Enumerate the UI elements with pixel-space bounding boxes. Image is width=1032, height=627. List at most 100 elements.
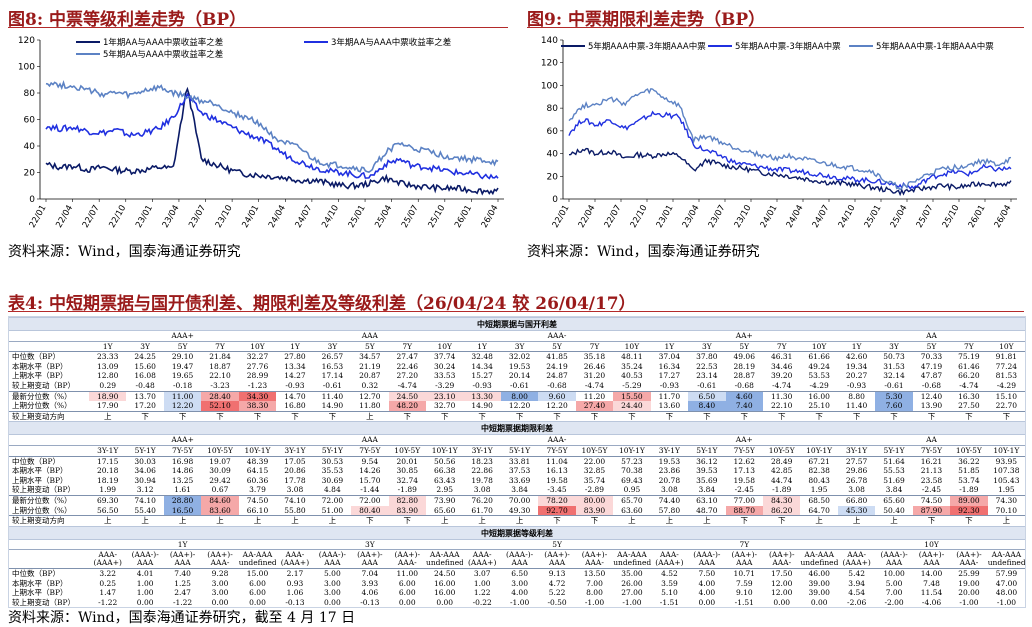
table-cell: 19.53 [658, 456, 681, 466]
table-cell: 7.00 [885, 588, 903, 598]
table-cell: 2.17 [286, 569, 304, 579]
table-cell: 7.48 [923, 578, 940, 588]
column-header: (AAA-)- AAA [126, 549, 164, 570]
table-cell: 13.34 [284, 361, 306, 371]
table-cell: -3.29 [425, 380, 464, 392]
corner-cell [9, 445, 89, 457]
x-tick-label: 25/01 [347, 204, 368, 230]
table-cell: 上 [815, 516, 823, 526]
column-header: AA-AAA undefined [238, 549, 277, 570]
table-cell: 下 [366, 516, 374, 526]
table-cell: 18.87 [209, 361, 231, 371]
table-cell: -2.89 [575, 485, 614, 496]
group-header: AAA- [463, 435, 651, 446]
y-tick-label: 20 [24, 169, 36, 179]
table-cell: 下 [927, 411, 936, 421]
table-cell: 33.69 [508, 475, 531, 485]
table-cell: 37.80 [696, 352, 718, 362]
table-cell: 82.38 [808, 466, 830, 476]
table-cell: 2.47 [174, 588, 191, 598]
x-tick-label: 22/07 [603, 204, 624, 230]
table-cell: 29.42 [209, 475, 231, 485]
group-header: 10Y [837, 539, 1025, 551]
x-tick-label: 23/10 [214, 204, 235, 230]
table-title-rule [8, 311, 1024, 312]
table-cell: 24.25 [134, 352, 156, 362]
column-header: 5Y-1Y [126, 445, 164, 457]
table-cell: -0.93 [276, 380, 314, 392]
table-cell: 33.53 [433, 371, 456, 381]
table-cell: 0.00 [313, 598, 352, 607]
table-cell: 18.90 [89, 391, 127, 402]
table-cell: 21.13 [920, 466, 943, 476]
table-cell: 3.84 [500, 485, 539, 496]
table-cell: -0.48 [126, 380, 164, 392]
table-cell: 19.34 [845, 361, 868, 371]
table-cell: 84.60 [201, 495, 239, 506]
table-cell: 76.20 [471, 495, 493, 505]
table-cell: 40.53 [621, 371, 643, 381]
table-cell: 26.46 [583, 361, 606, 371]
table-cell: -4.74 [575, 380, 614, 392]
column-header: 10Y [425, 341, 464, 353]
x-tick-label: 24/04 [267, 204, 288, 230]
y-tick-label: 100 [541, 81, 558, 91]
table-cell: -4.74 [950, 380, 988, 392]
y-tick-label: 40 [547, 150, 559, 160]
table-cell: 105.43 [993, 475, 1020, 485]
y-tick-label: 100 [18, 63, 35, 73]
table-cell: 8.40 [688, 401, 726, 412]
column-header: 7Y [575, 341, 614, 353]
table-cell: 3.93 [361, 578, 379, 588]
table-cell: 12.20 [500, 401, 539, 412]
table-cell: 4.01 [136, 569, 154, 579]
table-cell: 7.04 [361, 569, 379, 579]
column-header: 5Y [351, 341, 389, 353]
table-cell: 92.30 [950, 505, 988, 517]
table-cell: -1.51 [725, 598, 764, 607]
row-label: 最新分位数（%） [12, 391, 72, 401]
table-cell: 87.90 [912, 505, 951, 517]
corner-cell [9, 549, 89, 570]
series-line-3 [45, 80, 499, 173]
table-cell: 32.27 [246, 352, 269, 362]
group-header: 7Y [650, 539, 838, 551]
table-cell: 23.14 [696, 371, 718, 381]
column-header: 5Y [912, 341, 951, 353]
table-row: 本期水平（BP） 0.25 1.00 1.25 3.00 6.00 0.93 3.00 3.93… [9, 579, 1025, 589]
column-header: 1Y [89, 341, 127, 353]
table-cell: 68.50 [808, 495, 830, 505]
table-cell: 19.78 [471, 475, 493, 485]
table-cell: 51.64 [883, 456, 905, 466]
table-cell: 24.50 [433, 569, 456, 579]
column-header: 3Y [500, 341, 539, 353]
column-header: AA-AAA undefined [800, 549, 838, 570]
table-cell: 1.22 [473, 588, 491, 598]
table-cell: 15.00 [246, 569, 269, 579]
table-cell: 0.67 [201, 485, 239, 496]
table-cell: -0.61 [313, 380, 352, 392]
table-cell: 27.76 [246, 361, 269, 371]
table-row: 较上期变动方向 上 下 下 下 下 下 下 上 下 下 下 下 下 下 下 下 下 下 下 下 下 下 下 下 下 [9, 411, 1025, 421]
column-header: 7Y-5Y [351, 445, 389, 457]
table-cell: 上 [216, 516, 224, 526]
column-header: 3Y-1Y [89, 445, 127, 457]
y-tick-label: 60 [24, 116, 36, 126]
column-header: AAA- (AAA+) [837, 549, 876, 570]
table-cell: 66.10 [238, 505, 277, 517]
table-cell: 39.20 [770, 371, 793, 381]
table-cell: 上 [703, 516, 711, 526]
row-label: 中位数（BP） [12, 456, 61, 466]
table-cell: 50.56 [433, 456, 456, 466]
table-cell: 上 [291, 516, 299, 526]
table-cell: 77.24 [995, 361, 1018, 371]
table-cell: 7.40 [174, 569, 191, 579]
table-cell: 上 [665, 516, 674, 526]
table-cell: 下 [178, 411, 187, 421]
table-cell: 4.54 [848, 588, 865, 598]
table-cell: 下 [965, 516, 973, 526]
table-cell: 37.53 [508, 466, 531, 476]
table-cell: 48.39 [246, 456, 269, 466]
table-cell: 11.00 [163, 391, 202, 402]
table-cell: -4.29 [987, 380, 1025, 392]
